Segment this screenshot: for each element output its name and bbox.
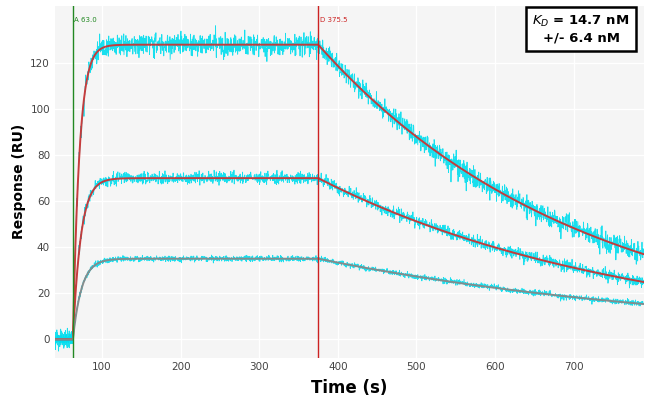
Y-axis label: Response (RU): Response (RU)	[12, 124, 26, 239]
Text: D 375.5: D 375.5	[320, 17, 347, 23]
Text: A 63.0: A 63.0	[75, 17, 98, 23]
Text: $K_D$ = 14.7 nM
+/- 6.4 nM: $K_D$ = 14.7 nM +/- 6.4 nM	[532, 15, 630, 44]
X-axis label: Time (s): Time (s)	[311, 380, 388, 397]
